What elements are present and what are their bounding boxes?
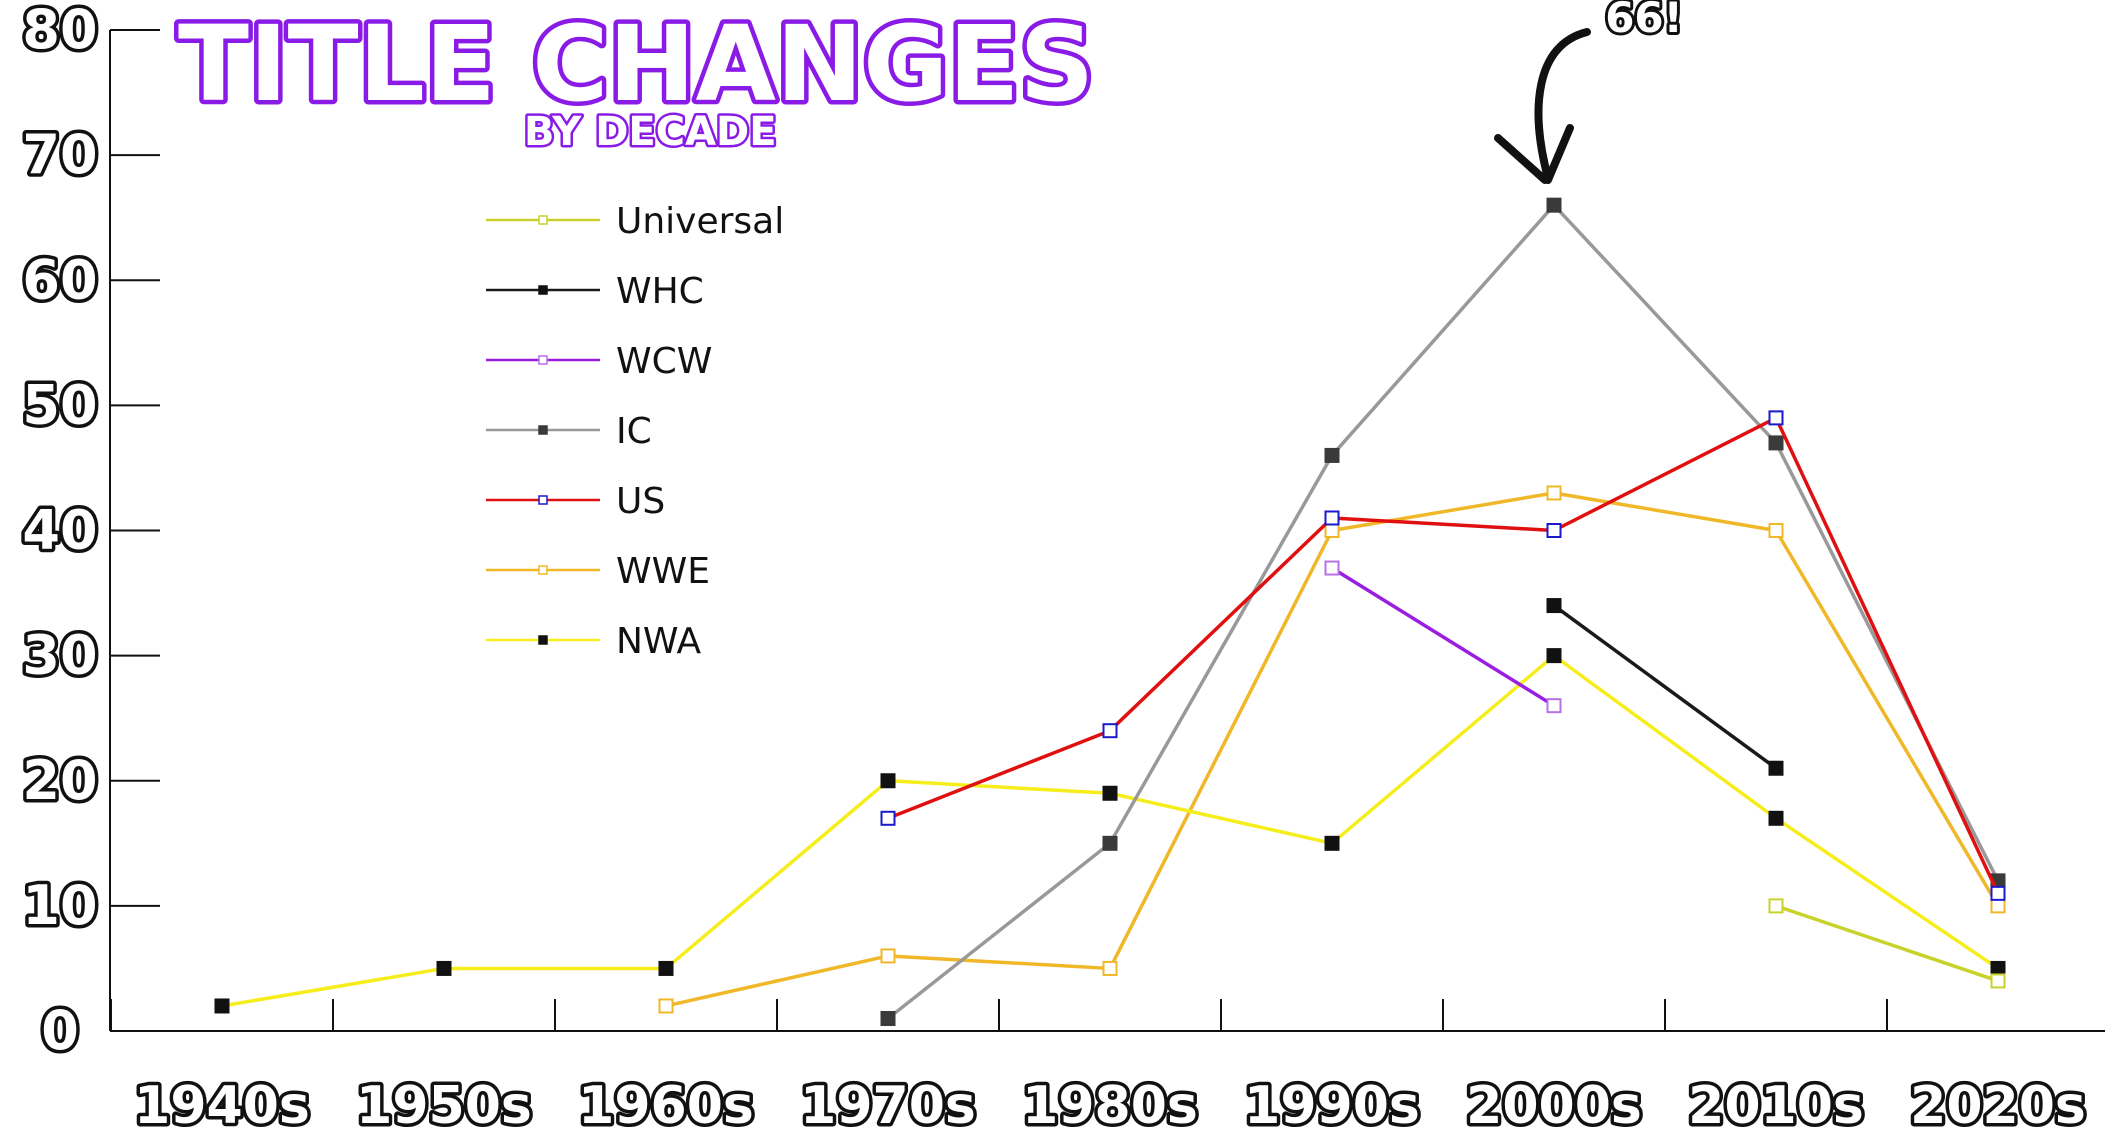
data-point: [1768, 898, 1784, 914]
legend-marker: [538, 355, 548, 365]
x-tick-label: 1940s: [134, 1076, 310, 1136]
chart-title: TITLE CHANGES: [178, 3, 1094, 125]
y-tick-label: 30: [22, 624, 97, 687]
legend-item: WWE: [486, 551, 710, 592]
legend-label: Universal: [616, 201, 784, 242]
series-line: [887, 416, 2000, 895]
data-point: [1546, 698, 1562, 714]
legend-marker: [538, 565, 548, 575]
x-tick-label: 1990s: [1244, 1076, 1420, 1136]
data-point: [436, 960, 452, 976]
data-point: [1102, 723, 1118, 739]
legend-item: US: [486, 481, 665, 522]
data-point: [1768, 410, 1784, 426]
data-point: [1546, 485, 1562, 501]
legend-item: IC: [486, 411, 652, 452]
data-point: [1102, 785, 1118, 801]
legend-label: WCW: [616, 341, 712, 382]
legend-marker: [538, 285, 548, 295]
data-point: [880, 1010, 896, 1026]
chart-subtitle: BY DECADE: [524, 109, 777, 155]
annotation-arrow-head: [1494, 124, 1574, 184]
data-point: [1768, 435, 1784, 451]
x-tick-label: 2020s: [1910, 1076, 2086, 1136]
data-point: [880, 810, 896, 826]
y-tick-label: 20: [22, 749, 97, 812]
y-tick-label: 80: [22, 0, 97, 61]
y-tick-label: 40: [22, 499, 97, 562]
series-wcw: [1324, 560, 1562, 714]
annotation-label: 66!: [1605, 0, 1683, 42]
data-point: [1102, 960, 1118, 976]
data-point: [1546, 523, 1562, 538]
x-tick-label: 2010s: [1688, 1076, 1864, 1136]
legend-marker: [538, 495, 548, 505]
data-point: [1102, 835, 1118, 851]
series-universal: [1768, 898, 2006, 989]
series-line: [886, 203, 2000, 1020]
data-point: [658, 998, 674, 1014]
series-us: [880, 410, 2006, 901]
legend-item: Universal: [486, 201, 784, 242]
data-point: [1324, 560, 1340, 576]
legend-label: WHC: [616, 271, 704, 312]
x-tick-label: 2000s: [1466, 1076, 1642, 1136]
x-tick-label: 1950s: [356, 1076, 532, 1136]
legend-item: NWA: [486, 621, 702, 662]
series-line: [1331, 566, 1555, 708]
series-nwa: [214, 648, 2006, 1014]
legend-marker: [538, 425, 548, 435]
data-point: [1546, 197, 1562, 213]
data-point: [1990, 960, 2006, 976]
legend-item: WHC: [486, 271, 704, 312]
data-point: [658, 960, 674, 976]
data-point: [1768, 523, 1784, 538]
data-point: [880, 773, 896, 789]
data-point: [1324, 510, 1340, 526]
data-point: [1324, 447, 1340, 463]
legend-label: IC: [616, 411, 652, 452]
series-line: [1775, 904, 1999, 983]
y-tick-label: 0: [41, 999, 79, 1062]
data-point: [214, 998, 230, 1014]
legend-marker: [538, 215, 548, 225]
legend-label: US: [616, 481, 665, 522]
data-point: [1990, 898, 2006, 914]
data-point: [1990, 973, 2006, 989]
series-wwe: [658, 485, 2006, 1014]
data-point: [1324, 835, 1340, 851]
x-tick-label: 1970s: [800, 1076, 976, 1136]
series-line: [221, 653, 1999, 1008]
series-line: [1552, 604, 1778, 770]
legend-marker: [538, 635, 548, 645]
y-tick-label: 10: [22, 874, 97, 937]
legend-label: WWE: [616, 551, 710, 592]
y-tick-label: 60: [22, 248, 97, 311]
series-ic: [880, 197, 2006, 1026]
data-point: [1990, 885, 2006, 901]
y-tick-label: 70: [22, 123, 97, 186]
data-point: [1546, 648, 1562, 664]
data-point: [1768, 760, 1784, 776]
data-point: [1324, 523, 1340, 538]
annotation-arrow-shaft: [1534, 28, 1591, 182]
y-tick-label: 50: [22, 373, 97, 436]
data-point: [880, 948, 896, 964]
legend-item: WCW: [486, 341, 712, 382]
data-point: [1546, 598, 1562, 614]
series-whc: [1546, 598, 1784, 776]
x-tick-label: 1960s: [578, 1076, 754, 1136]
data-point: [1768, 810, 1784, 826]
x-tick-label: 1980s: [1022, 1076, 1198, 1136]
legend-label: NWA: [616, 621, 702, 662]
